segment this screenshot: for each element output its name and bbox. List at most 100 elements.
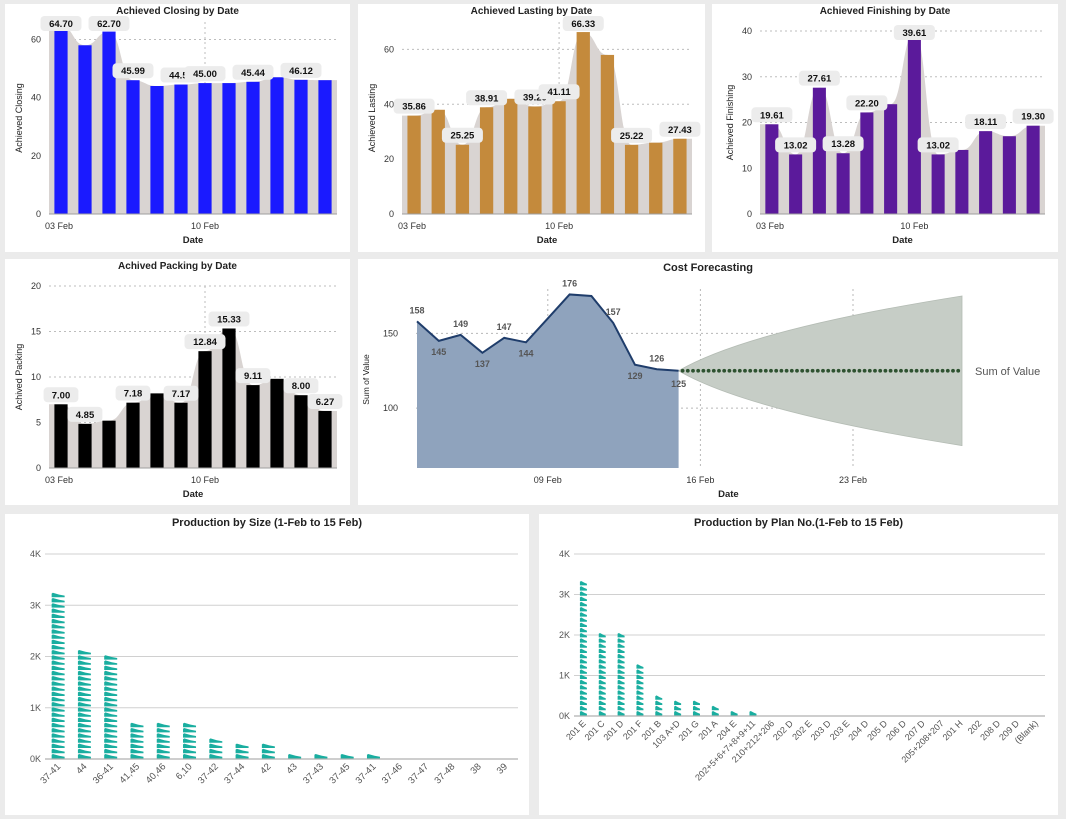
x-tick-label: 10 Feb — [545, 221, 573, 231]
shoe-icon — [77, 676, 91, 681]
shoe-icon — [636, 690, 644, 695]
data-label: 46.12 — [289, 66, 313, 77]
chart-title: Achieved Finishing by Date — [819, 6, 951, 17]
data-label: 27.43 — [668, 125, 692, 136]
chart-production-by-size: 0K 1K 2K 3K 4K 37-41 44 36-41 41,45 40,46 6,10 37-4… — [5, 514, 529, 815]
shoe-icon — [156, 738, 170, 743]
y-tick-label: 15 — [31, 327, 41, 337]
chart-title: Cost Forecasting — [663, 262, 753, 274]
y-tick-label: 0 — [36, 209, 41, 219]
y-tick-label: 150 — [383, 328, 398, 338]
data-label-bg — [393, 98, 435, 114]
shoe-icon — [51, 691, 65, 696]
forecast-dot — [857, 368, 862, 373]
y-tick-label: 40 — [31, 93, 41, 103]
shoe-icon — [156, 728, 170, 733]
data-label-bg — [283, 378, 319, 394]
y-axis-title: Achived Packing — [14, 344, 24, 411]
shoe-icon — [77, 660, 91, 665]
forecast-dot — [769, 368, 773, 373]
shoe-icon — [77, 670, 91, 676]
shoe-icon — [598, 648, 606, 653]
shoe-icon — [77, 686, 91, 691]
data-label: 13.28 — [831, 139, 855, 150]
bar — [270, 77, 284, 214]
x-tick-label: 37-46 — [380, 761, 405, 786]
data-label: 44.50 — [169, 71, 193, 82]
shoe-icon — [51, 644, 65, 650]
y-tick-label: 20 — [384, 154, 394, 164]
shoe-icon — [617, 659, 625, 664]
x-tick-label: 203 D — [809, 718, 833, 742]
bar — [318, 410, 332, 468]
y-axis-title: Achieved Finishing — [725, 85, 735, 161]
bar — [150, 393, 164, 468]
shoe-icon — [579, 601, 587, 607]
bar — [54, 404, 68, 468]
shoe-icon — [51, 603, 65, 608]
shoe-icon — [130, 738, 144, 743]
bar — [198, 351, 212, 468]
forecast-dot — [925, 368, 929, 373]
data-label: 7.18 — [124, 389, 143, 400]
forecast-dot — [821, 368, 825, 373]
data-label-bg — [163, 385, 199, 401]
x-tick-label: 38 — [468, 761, 483, 776]
bar — [907, 32, 921, 215]
shoe-icon-stack — [104, 655, 118, 759]
shoe-icon — [261, 748, 275, 754]
shoe-icon-stack — [51, 592, 65, 759]
bar — [1002, 136, 1016, 214]
x-tick-label: 40,46 — [144, 761, 169, 786]
bar — [294, 395, 308, 468]
bar — [673, 138, 687, 214]
forecast-dot — [784, 368, 789, 373]
shoe-icon — [261, 754, 275, 759]
shoe-icon — [617, 695, 625, 700]
shoe-icon — [77, 748, 91, 754]
shoe-icon — [104, 665, 118, 670]
forecast-dot — [935, 368, 940, 373]
bar — [78, 45, 92, 214]
shoe-icon — [598, 695, 606, 700]
chart-lasting: 0 20 40 60 35.86 25.25 38.91 39.20 41.11 66.33 25.… — [358, 4, 705, 252]
data-label: 39.20 — [523, 92, 547, 103]
shoe-icon-stack — [692, 700, 700, 716]
chart-title: Production by Size (1-Feb to 15 Feb) — [171, 517, 363, 529]
x-tick-label: 201 C — [583, 718, 607, 742]
bar — [294, 79, 308, 214]
shoe-icon — [636, 674, 644, 679]
shoe-icon — [598, 711, 606, 716]
shoe-icon-stack — [674, 700, 682, 716]
x-tick-label: 09 Feb — [534, 475, 562, 485]
shoe-icon — [598, 659, 606, 664]
x-tick-label: 16 Feb — [686, 475, 714, 485]
y-tick-label: 0K — [559, 711, 570, 721]
bar — [431, 109, 445, 214]
x-tick-label: 204 D — [846, 718, 870, 742]
shoe-icon — [579, 627, 587, 633]
shoe-icon — [340, 754, 354, 759]
bar — [552, 101, 566, 214]
shoe-icon — [77, 681, 91, 686]
x-tick-label: 37-43 — [301, 761, 326, 786]
y-axis-title: Achieved Lasting — [367, 84, 377, 153]
shoe-icon — [130, 722, 144, 728]
shoe-icon-stack — [209, 738, 223, 759]
bar — [600, 54, 615, 214]
shoe-icon — [130, 743, 144, 748]
data-label: 149 — [453, 319, 468, 329]
forecast-dot — [743, 368, 747, 373]
shoe-icon — [77, 696, 91, 702]
bar — [126, 80, 140, 214]
data-label: 129 — [627, 371, 642, 381]
y-tick-label: 3K — [30, 600, 41, 610]
y-tick-label: 20 — [31, 281, 41, 291]
shoe-icon — [579, 612, 587, 617]
shoe-icon — [674, 705, 682, 711]
shoe-icon — [130, 754, 144, 759]
data-label: 25.25 — [451, 131, 475, 142]
chart-closing-svg: 0 20 40 60 64.70 62.70 45.99 44.50 45.00 45.44 46.… — [14, 16, 337, 246]
data-label-bg — [611, 127, 653, 143]
shoe-icon — [598, 685, 606, 690]
